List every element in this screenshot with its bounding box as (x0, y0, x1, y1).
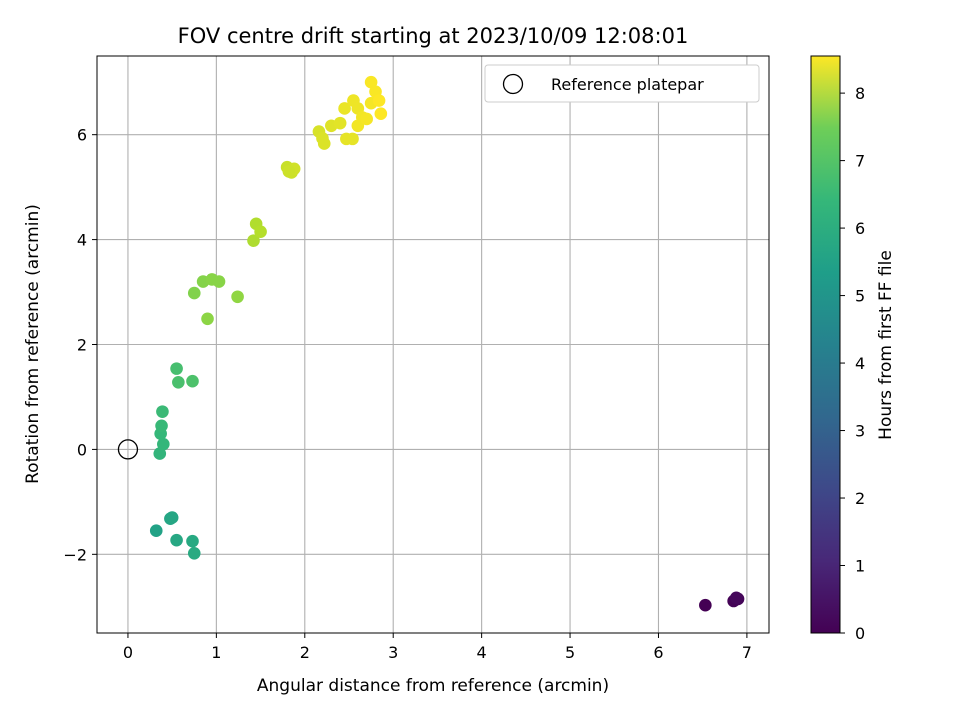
reference-platepar-marker (117, 439, 139, 460)
data-points (149, 75, 745, 612)
plot-frame (96, 55, 770, 634)
data-point (186, 534, 199, 548)
colorbar-tick-label: 4 (855, 354, 865, 373)
x-tick-label: 7 (742, 643, 752, 662)
y-tick-label: 0 (77, 440, 87, 459)
y-tick-label: −2 (63, 545, 87, 564)
colorbar-tick-label: 3 (855, 422, 865, 441)
data-point (374, 107, 388, 120)
data-point (699, 598, 712, 612)
x-tick-label: 3 (388, 643, 398, 662)
data-point (729, 591, 743, 605)
x-tick-label: 6 (653, 643, 663, 662)
x-axis-ticks: 0 1 2 3 4 5 6 7 (123, 633, 752, 662)
legend-marker (502, 73, 524, 95)
data-point (170, 362, 183, 375)
x-tick-label: 2 (300, 643, 310, 662)
colorbar-gradient (810, 55, 841, 634)
x-tick-label: 4 (477, 643, 487, 662)
data-point (187, 546, 201, 560)
data-point (364, 75, 378, 89)
data-point (187, 286, 201, 300)
colorbar-tick-label: 0 (855, 624, 865, 643)
colorbar-tick-label: 1 (855, 557, 865, 576)
colorbar-tick-label: 7 (855, 152, 865, 171)
data-point (201, 312, 214, 326)
data-point (153, 447, 167, 460)
data-point (372, 94, 386, 107)
data-point (254, 225, 267, 239)
y-axis-label: Rotation from reference (arcmin) (23, 204, 43, 484)
data-point (247, 234, 260, 247)
data-point (155, 419, 168, 433)
data-point (282, 165, 296, 178)
data-point (186, 374, 199, 388)
data-point (360, 112, 373, 126)
data-point (149, 524, 163, 538)
colorbar: 0 1 2 3 4 5 6 7 8 Hours from first FF file (810, 55, 896, 643)
colorbar-label: Hours from first FF file (876, 250, 896, 440)
reference-marker-group (117, 439, 139, 460)
legend-box (484, 64, 760, 103)
data-point (333, 116, 347, 130)
x-axis-label: Angular distance from reference (arcmin) (257, 676, 609, 696)
grid-lines (97, 56, 769, 633)
data-point (212, 275, 226, 288)
data-point (231, 290, 244, 304)
data-point (172, 375, 185, 389)
x-tick-label: 1 (211, 643, 221, 662)
data-point (170, 533, 183, 547)
colorbar-tick-label: 8 (855, 84, 865, 103)
data-point (165, 511, 179, 524)
y-tick-label: 2 (77, 336, 87, 355)
legend-label: Reference platepar (551, 75, 704, 94)
legend: Reference platepar (484, 64, 760, 103)
y-tick-label: 4 (77, 231, 87, 250)
data-point (157, 437, 170, 451)
colorbar-tick-label: 6 (855, 219, 865, 238)
data-point (317, 137, 331, 150)
data-point (338, 102, 351, 115)
colorbar-tick-label: 2 (855, 489, 865, 508)
data-point (156, 405, 169, 418)
y-axis-ticks: −2 0 2 4 6 (63, 126, 97, 564)
colorbar-tick-label: 5 (855, 287, 865, 306)
y-tick-label: 6 (77, 126, 87, 145)
x-tick-label: 0 (123, 643, 133, 662)
colorbar-ticks: 0 1 2 3 4 5 6 7 8 (840, 84, 865, 643)
x-tick-label: 5 (565, 643, 575, 662)
data-point (346, 132, 359, 146)
chart-title: FOV centre drift starting at 2023/10/09 … (178, 24, 689, 48)
